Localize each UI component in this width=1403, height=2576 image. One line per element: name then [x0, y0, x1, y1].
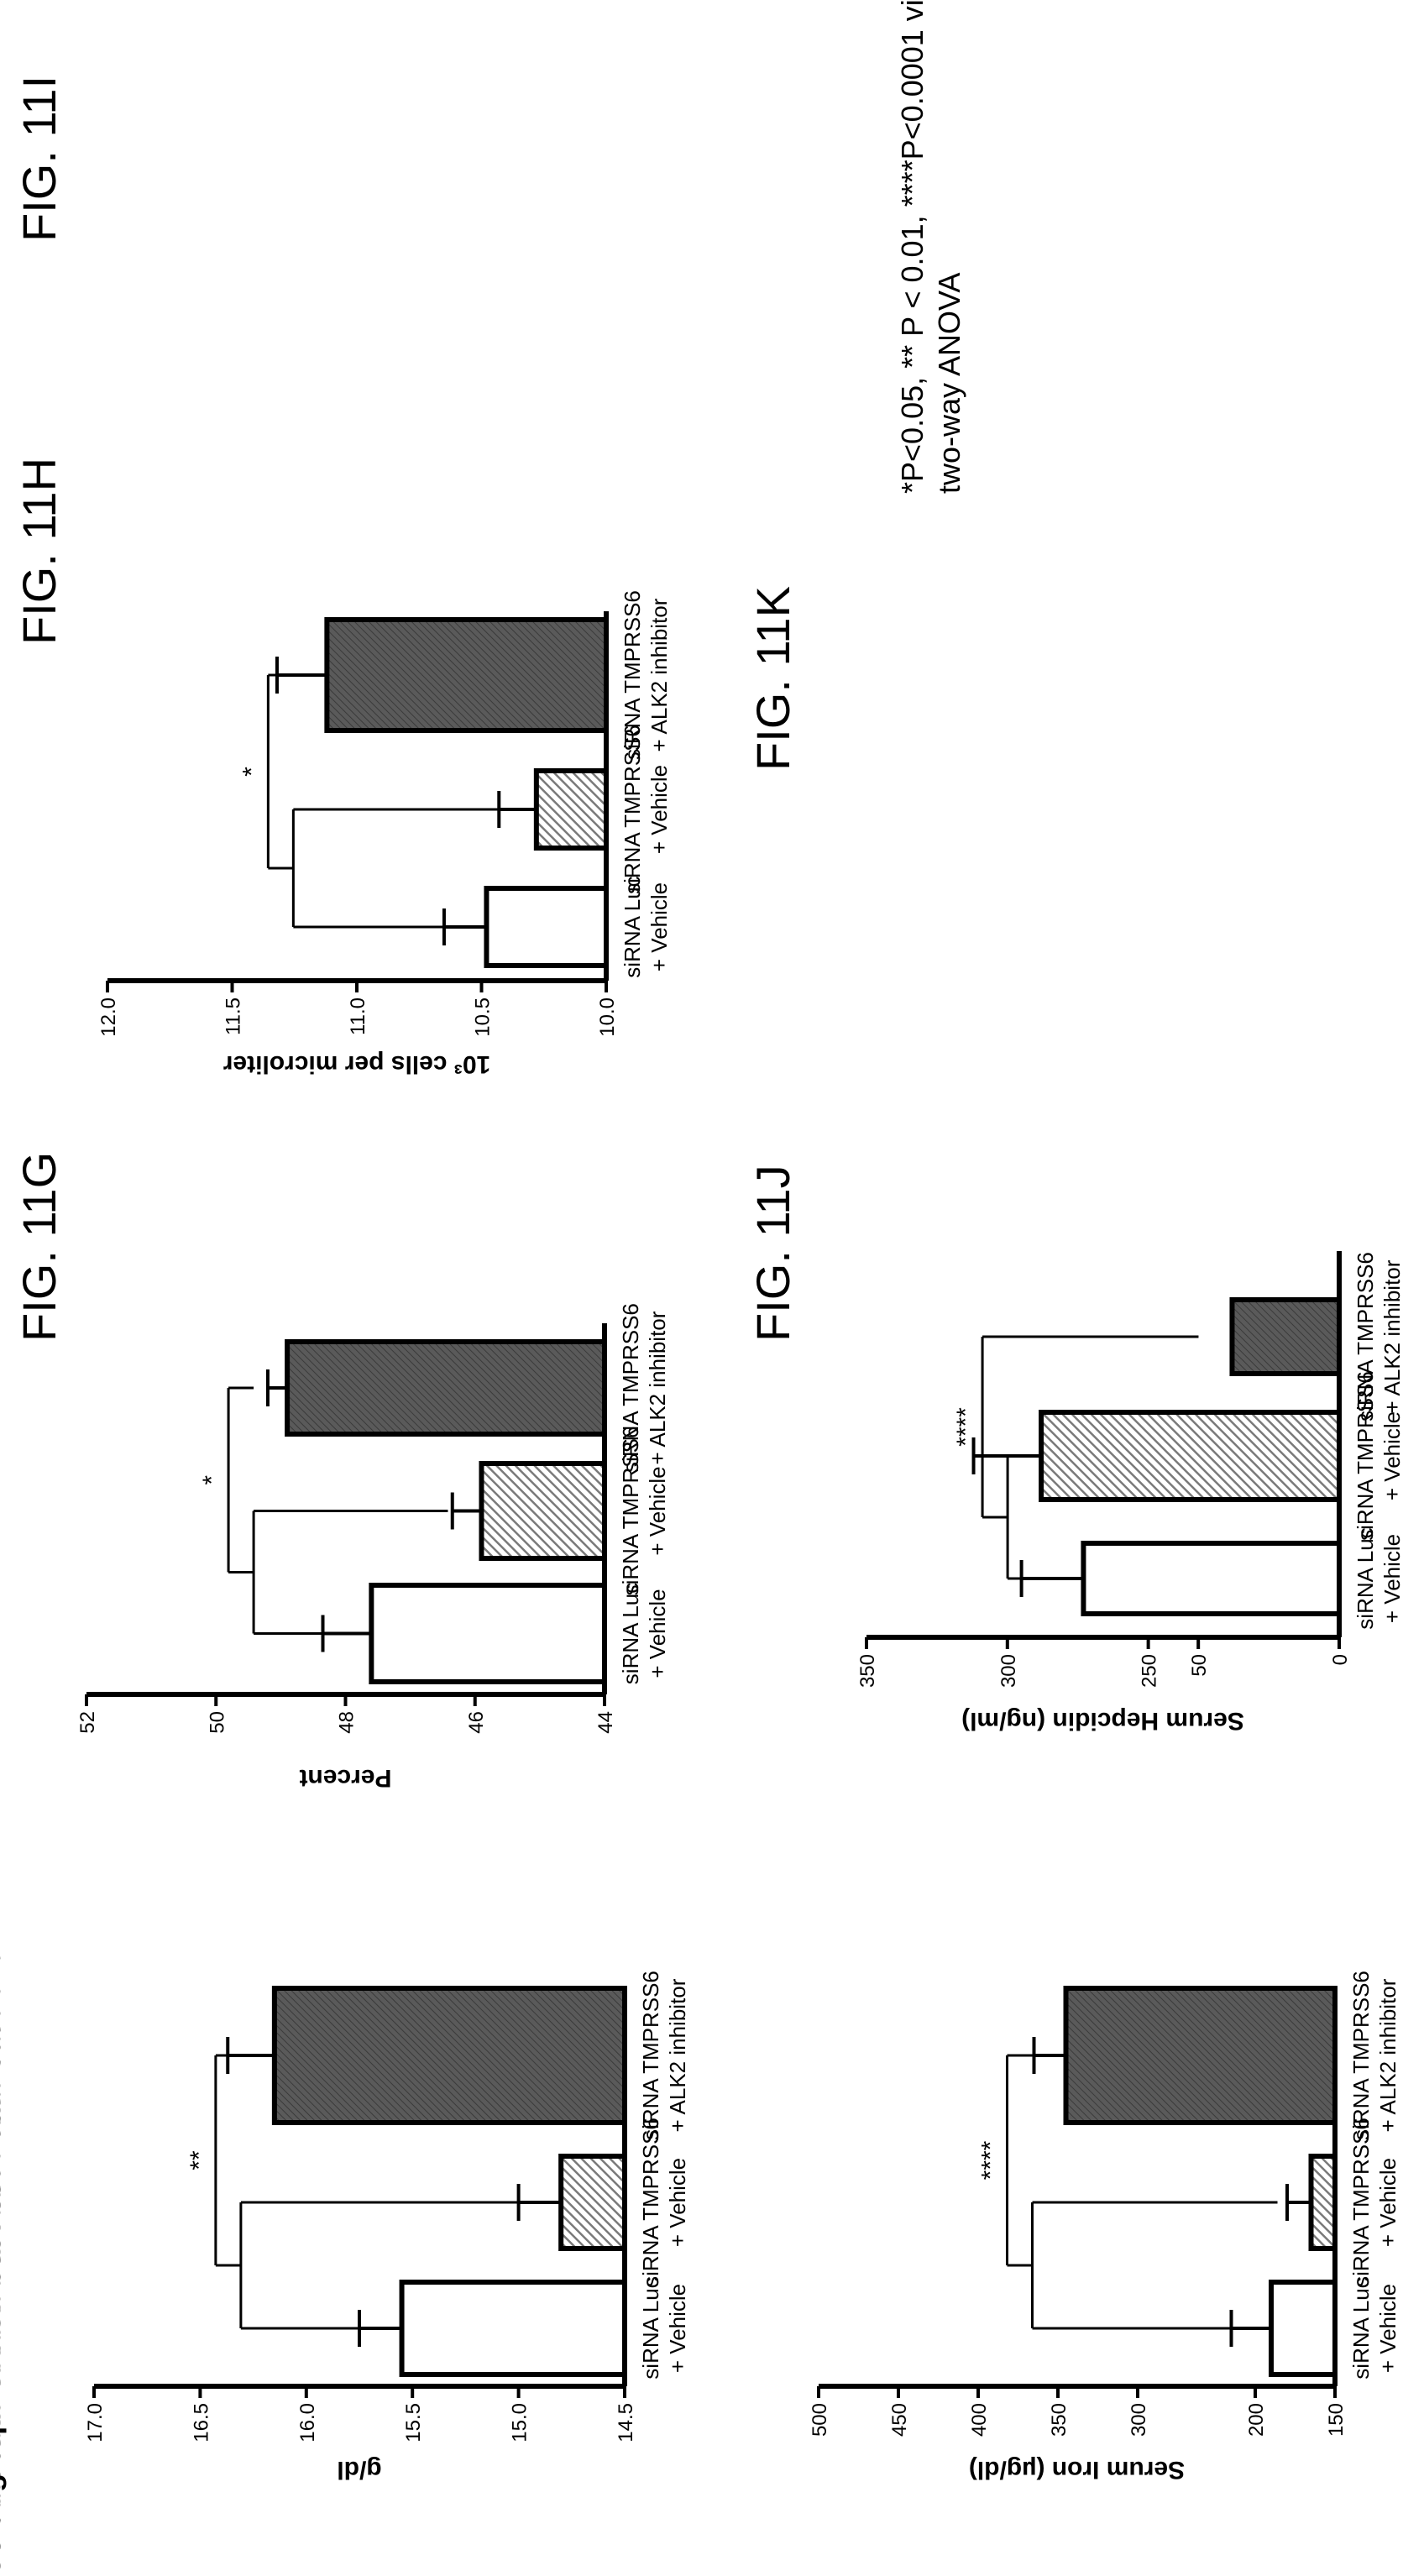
- x-tick-label: siRNA TMPRSS6: [620, 590, 645, 760]
- x-tick-label: + ALK2 inhibitor: [1379, 1259, 1403, 1413]
- y-tick-label: 48: [336, 1711, 359, 1734]
- x-tick-label: siRNA Luc: [618, 1583, 643, 1684]
- y-tick-label: 10.5: [472, 997, 495, 1037]
- x-tick-label: siRNA TMPRSS6: [618, 1303, 643, 1473]
- y-tick-label: 350: [1048, 2403, 1071, 2437]
- significance-label: *: [198, 1475, 226, 1485]
- y-tick-label: 11.5: [222, 997, 245, 1035]
- x-tick-label: + Vehicle: [665, 2284, 690, 2373]
- y-tick-label: 11.0: [347, 997, 369, 1035]
- x-tick-label: siRNA TMPRSS6: [1353, 1252, 1378, 1422]
- x-tick-label: + Vehicle: [647, 765, 672, 854]
- bar: [558, 2154, 627, 2251]
- x-tick-label: + Vehicle: [1379, 1534, 1403, 1623]
- y-tick-label: 500: [809, 2403, 831, 2437]
- y-tick-label: 350: [856, 1654, 879, 1688]
- y-tick-label: 44: [594, 1711, 617, 1734]
- x-tick-label: + ALK2 inhibitor: [665, 1978, 690, 2132]
- y-tick-label: 50: [1188, 1654, 1211, 1677]
- bar: [1269, 2280, 1338, 2377]
- chart-11h: Hematocrit Levels Post-10d Treatment 44 46…: [0, 1303, 670, 2576]
- y-tick-label: 52: [76, 1711, 99, 1734]
- x-tick-label: + ALK2 inhibitor: [645, 1311, 670, 1464]
- y-tick-label: 14.5: [615, 2403, 637, 2442]
- chart-11k: Serum Hepcidin Levels Post-10d Treatment…: [0, 1251, 1403, 2576]
- y-tick-label: 150: [1325, 2403, 1348, 2437]
- chart-title: Hemoglobin Levels Post-10d Treatment: [0, 2010, 7, 2576]
- x-tick-label: siRNA Luc: [1353, 1527, 1378, 1629]
- significance-label: ****: [977, 2140, 1005, 2180]
- bar: [324, 617, 609, 733]
- y-tick-label: 300: [1128, 2403, 1150, 2437]
- y-tick-label: 400: [968, 2403, 991, 2437]
- bar: [1229, 1297, 1343, 1376]
- x-tick-label: + ALK2 inhibitor: [647, 598, 672, 751]
- bar: [1308, 2154, 1338, 2251]
- y-axis-label: Serum Iron (µg/dl): [969, 2456, 1185, 2484]
- x-tick-label: + Vehicle: [645, 1466, 670, 1555]
- chart-title: Hematocrit Levels Post-10d Treatment: [0, 2027, 7, 2576]
- bar: [285, 1339, 607, 1437]
- y-tick-label: 16.0: [296, 2403, 319, 2442]
- bar: [369, 1583, 607, 1684]
- x-tick-label: siRNA TMPRSS6: [1353, 1371, 1378, 1541]
- y-tick-label: 46: [465, 1711, 488, 1734]
- chart-11j: Serum Iron Levels Post-10d Treatment 150 2…: [0, 1971, 1400, 2576]
- x-tick-label: siRNA TMPRSS6: [638, 2118, 663, 2287]
- significance-label: *: [238, 767, 265, 777]
- y-tick-label: 250: [1139, 1654, 1161, 1688]
- bar: [1039, 1410, 1343, 1502]
- chart-title: Serum Hepcidin Levels Post-10d Treatment: [0, 1955, 7, 2576]
- x-tick-label: + Vehicle: [1375, 2284, 1400, 2373]
- bar: [479, 1461, 608, 1561]
- bar: [484, 886, 609, 968]
- x-tick-label: siRNA TMPRSS6: [1348, 2118, 1374, 2287]
- y-axis-label: Serum Hepcidin (ng/ml): [961, 1707, 1244, 1735]
- x-tick-label: + Vehicle: [647, 882, 672, 971]
- bar: [1081, 1541, 1343, 1616]
- bar: [533, 768, 610, 851]
- y-tick-label: 10.0: [596, 997, 619, 1037]
- x-tick-label: + Vehicle: [1379, 1411, 1403, 1500]
- y-tick-label: 12.0: [97, 997, 120, 1037]
- x-tick-label: + ALK2 inhibitor: [1375, 1978, 1400, 2132]
- x-tick-label: siRNA Luc: [620, 876, 645, 977]
- chart-title: RBC Levels Post-10d Treatment: [0, 2119, 7, 2576]
- x-tick-label: siRNA TMPRSS6: [618, 1427, 643, 1596]
- chart-11g: Hemoglobin Levels Post-10d Treatment 14.5…: [0, 1971, 690, 2576]
- chart-title: Serum Iron Levels Post-10d Treatment: [0, 2025, 7, 2576]
- chart-11i: RBC Levels Post-10d Treatment 10.0 10.5 11.…: [0, 590, 672, 2576]
- y-tick-label: 300: [997, 1654, 1020, 1688]
- significance-label: ****: [952, 1407, 980, 1447]
- significance-label: **: [186, 2150, 213, 2170]
- y-tick-label: 15.0: [509, 2403, 531, 2442]
- x-tick-label: siRNA TMPRSS6: [1348, 1971, 1374, 2140]
- bar: [271, 1986, 627, 2125]
- x-tick-label: siRNA TMPRSS6: [620, 725, 645, 894]
- y-tick-label: 200: [1245, 2403, 1268, 2437]
- x-tick-label: + Vehicle: [645, 1589, 670, 1678]
- x-tick-label: siRNA TMPRSS6: [638, 1971, 663, 2140]
- x-tick-label: siRNA Luc: [638, 2277, 663, 2379]
- y-axis-label: Percent: [299, 1764, 391, 1792]
- y-tick-label: 450: [888, 2403, 911, 2437]
- x-tick-label: siRNA Luc: [1348, 2277, 1374, 2379]
- y-axis-label: g/dl: [337, 2456, 381, 2484]
- bar: [399, 2280, 627, 2377]
- y-tick-label: 17.0: [84, 2403, 107, 2442]
- y-tick-label: 16.5: [190, 2403, 212, 2442]
- y-tick-label: 0: [1329, 1654, 1352, 1665]
- bar: [1063, 1986, 1338, 2125]
- y-tick-label: 50: [206, 1711, 228, 1734]
- x-tick-label: + Vehicle: [1375, 2158, 1400, 2247]
- x-tick-label: + Vehicle: [665, 2158, 690, 2247]
- y-tick-label: 15.5: [402, 2403, 425, 2442]
- y-axis-label: 10³ cells per microliter: [222, 1050, 490, 1078]
